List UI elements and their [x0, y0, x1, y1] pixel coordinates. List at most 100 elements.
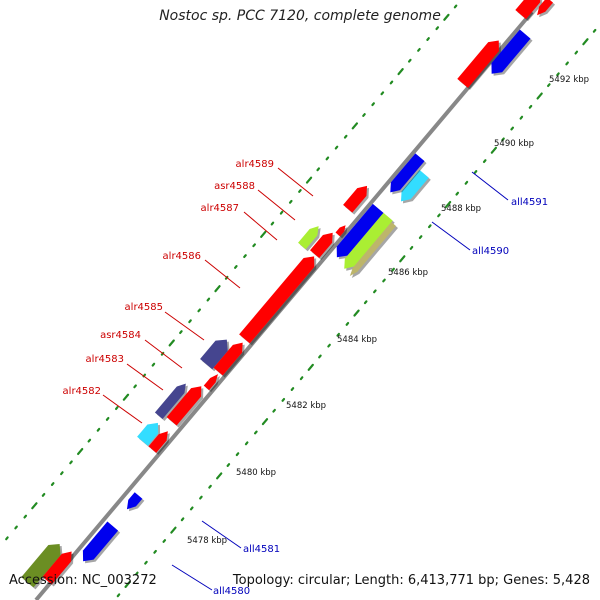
tick-mark [243, 254, 247, 259]
gene-arrow-asr4584[interactable] [166, 386, 202, 426]
callout-lines [102, 167, 509, 591]
tick-mark [382, 278, 386, 283]
gene-arrow-alr4582[interactable] [137, 422, 159, 446]
tick-mark [77, 447, 84, 456]
tick-mark [279, 210, 284, 215]
gene-label-alr4585[interactable]: alr4585 [125, 302, 163, 313]
gene-arrow-all4581[interactable] [126, 492, 143, 510]
tick-mark [124, 580, 131, 588]
tick-mark [170, 526, 177, 534]
gene-arrow-red-top[interactable] [457, 40, 499, 88]
tick-mark [546, 83, 551, 88]
tick-mark [371, 102, 375, 107]
tick-mark [254, 430, 258, 435]
tick-mark [114, 406, 119, 411]
gene-label-asr4584[interactable]: asr4584 [100, 330, 141, 341]
gene-label-alr4582[interactable]: alr4582 [63, 386, 101, 397]
gene-arrow-all4590[interactable] [349, 222, 396, 277]
tick-mark [418, 235, 423, 240]
tick-mark [399, 255, 406, 263]
tick-marks-outer [5, 4, 458, 541]
gene-arrow-alr4585-small[interactable] [203, 374, 219, 391]
tick-mark [519, 115, 524, 120]
tick-mark [327, 343, 331, 348]
tick-mark [197, 308, 202, 313]
tick-mark [427, 224, 432, 229]
gene-arrow-red-bottom[interactable] [42, 551, 72, 585]
tick-mark [162, 539, 167, 543]
kbp-label-5492: 5492 kbp [549, 75, 589, 85]
tick-mark [206, 297, 211, 302]
tick-mark [151, 362, 156, 367]
tick-mark [444, 200, 452, 209]
tick-mark [179, 330, 183, 335]
tick-mark [14, 525, 18, 530]
tick-mark [426, 37, 430, 41]
gene-arrow-red-edge[interactable] [537, 0, 554, 16]
gene-arrow-all4591[interactable] [400, 170, 429, 202]
tick-mark [443, 13, 450, 21]
gene-label-all4591[interactable]: all4591 [511, 197, 548, 208]
gene-arrow-alr4586-a[interactable] [213, 342, 243, 376]
tick-mark [216, 472, 223, 480]
gene-label-all4581[interactable]: all4581 [243, 544, 280, 555]
kbp-scale-labels: 5478 kbp 5480 kbp 5482 kbp 5484 kbp 5486… [187, 75, 589, 546]
tick-mark [592, 28, 597, 33]
tick-mark [307, 363, 314, 371]
gene-label-alr4587[interactable]: alr4587 [201, 203, 239, 214]
gene-arrow-all4580[interactable] [82, 521, 119, 562]
tick-mark [290, 387, 295, 391]
gene-label-all4580[interactable]: all4580 [213, 586, 250, 597]
kbp-label-5480: 5480 kbp [236, 468, 276, 478]
tick-mark [298, 189, 302, 193]
tick-mark [226, 463, 231, 467]
tick-mark [453, 4, 458, 9]
tick-mark [334, 145, 339, 150]
gene-arrow-dark-olive[interactable] [21, 544, 61, 588]
tick-mark [582, 38, 589, 46]
gene-arrow-alr4583[interactable] [154, 383, 186, 419]
tick-mark [536, 92, 543, 100]
gene-arrow-all4590-lime[interactable] [344, 212, 393, 269]
gene-arrow-alr4586[interactable] [239, 256, 315, 344]
gene-arrow-alr4587-lime[interactable] [298, 226, 319, 250]
tick-mark [510, 126, 514, 131]
tick-marks-inner [116, 28, 597, 598]
tick-mark [343, 134, 348, 139]
tick-mark [69, 460, 73, 465]
tick-mark [281, 397, 286, 402]
tick-mark [252, 243, 256, 248]
tick-mark [31, 502, 38, 510]
tick-mark [41, 492, 46, 497]
gene-arrow-alr4582-red[interactable] [148, 431, 168, 453]
tick-mark [260, 230, 267, 238]
tick-mark [234, 265, 238, 269]
tick-mark [87, 438, 92, 443]
tick-mark [96, 427, 101, 432]
tick-mark [288, 199, 293, 204]
gene-label-alr4586[interactable]: alr4586 [163, 251, 201, 262]
gene-label-alr4589[interactable]: alr4589 [236, 159, 274, 170]
tick-mark [318, 354, 322, 359]
gene-arrow-blue-top[interactable] [491, 29, 531, 74]
gene-arrow-alr4589[interactable] [343, 185, 368, 213]
gene-label-asr4588[interactable]: asr4588 [214, 181, 255, 192]
tick-mark [397, 68, 404, 76]
gene-arrow-asr4588[interactable] [335, 225, 346, 237]
tick-mark [565, 61, 569, 66]
tick-mark [373, 289, 377, 294]
tick-mark [122, 393, 130, 401]
gene-arrow-all4591-blue[interactable] [390, 153, 425, 193]
gene-arrow-red-topmost[interactable] [515, 0, 541, 20]
gene-arrow-all4590-blue[interactable] [336, 203, 384, 258]
gene-arrow-alr4587[interactable] [310, 232, 333, 259]
gene-label-all4590[interactable]: all4590 [472, 246, 509, 257]
gene-label-alr4583[interactable]: alr4583 [86, 354, 124, 365]
tick-mark [208, 484, 212, 489]
kbp-label-5482: 5482 kbp [286, 401, 326, 411]
tick-mark [180, 517, 185, 522]
map-title: Nostoc sp. PCC 7120, complete genome [159, 8, 441, 24]
gene-arrow-alr4585[interactable] [200, 339, 228, 370]
tick-mark [389, 80, 394, 85]
